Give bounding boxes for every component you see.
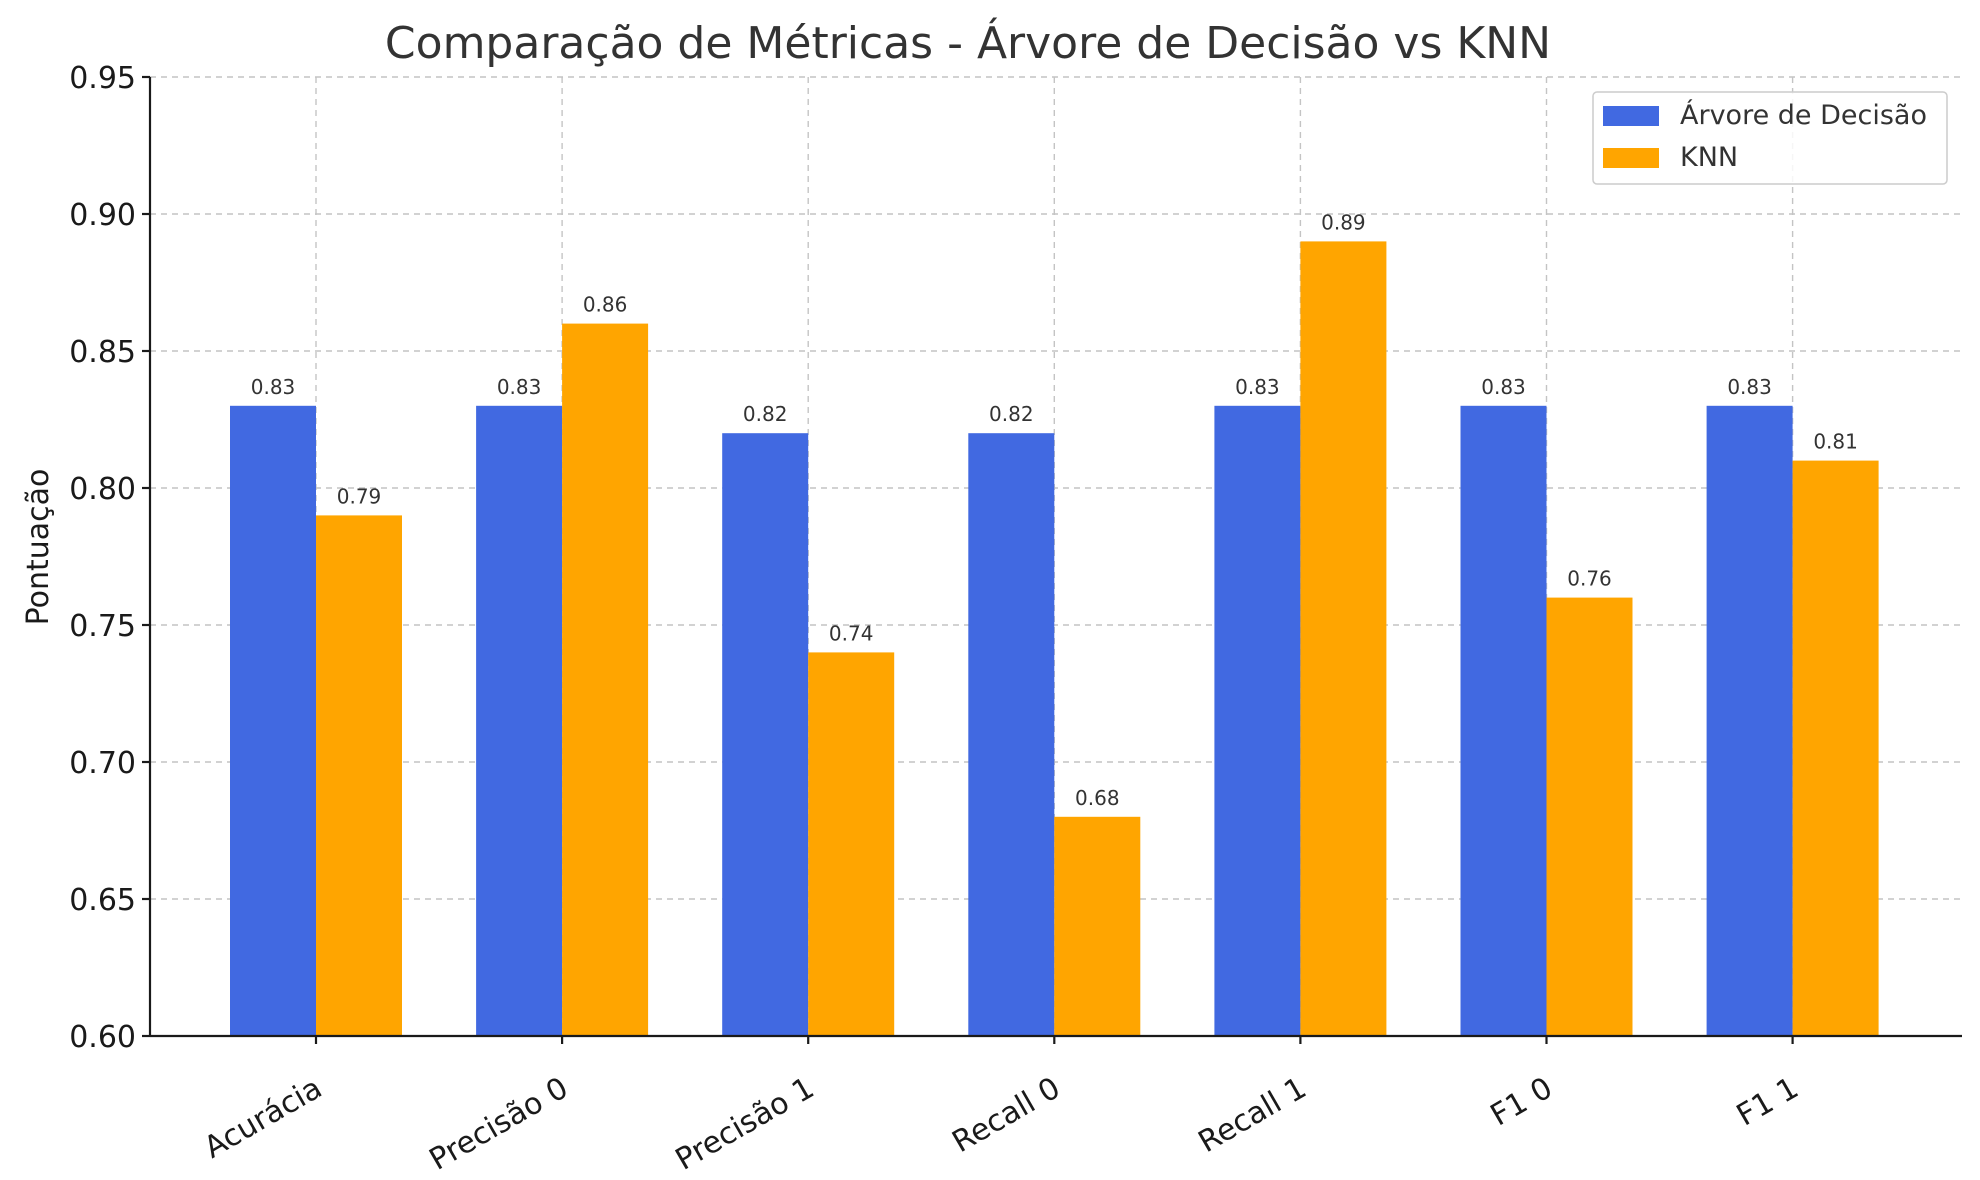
axes	[148, 77, 1962, 1038]
bar-knn	[1792, 460, 1879, 1037]
value-label-knn: 0.68	[1075, 786, 1120, 810]
value-label-arvore: 0.83	[251, 375, 296, 399]
legend-box	[1592, 91, 1948, 185]
chart-title: Comparação de Métricas - Árvore de Decis…	[385, 16, 1551, 69]
bar-arvore	[1214, 405, 1301, 1036]
value-label-arvore: 0.83	[1481, 375, 1526, 399]
value-label-arvore: 0.83	[1235, 375, 1280, 399]
bar-knn	[1300, 241, 1387, 1036]
legend-swatch-knn	[1603, 148, 1659, 168]
bar-knn	[1546, 597, 1633, 1036]
y-axis-label: Pontuação	[21, 469, 56, 626]
value-label-knn: 0.76	[1567, 567, 1612, 591]
value-label-knn: 0.81	[1813, 430, 1858, 454]
legend: Árvore de Decisão KNN	[1592, 91, 1948, 185]
grid-lines	[150, 76, 1962, 1036]
value-label-arvore: 0.82	[743, 402, 788, 426]
bar-knn	[1054, 816, 1141, 1036]
value-label-knn: 0.79	[337, 484, 382, 508]
y-tick-label: 0.80	[69, 472, 136, 507]
value-label-knn: 0.89	[1321, 210, 1366, 234]
y-tick-label: 0.75	[69, 609, 136, 644]
y-tick-label: 0.65	[69, 883, 136, 918]
y-tick-label: 0.60	[69, 1020, 136, 1055]
y-tick-labels: 0.60 0.65 0.70 0.75 0.80 0.85 0.90 0.95	[69, 61, 150, 1055]
legend-swatch-arvore	[1603, 106, 1659, 126]
legend-label-knn: KNN	[1680, 142, 1738, 173]
bar-arvore	[1460, 405, 1547, 1036]
value-label-knn: 0.86	[583, 293, 628, 317]
y-tick-label: 0.70	[69, 746, 136, 781]
y-tick-label: 0.90	[69, 198, 136, 233]
y-tick-label: 0.95	[69, 61, 136, 96]
bar-arvore	[1706, 405, 1793, 1036]
value-label-arvore: 0.82	[989, 402, 1034, 426]
bar-knn	[316, 515, 402, 1036]
legend-label-arvore: Árvore de Decisão	[1680, 99, 1927, 131]
bar-arvore	[230, 405, 316, 1036]
bar-knn	[562, 323, 649, 1037]
bar-arvore	[968, 433, 1055, 1036]
y-tick-label: 0.85	[69, 335, 136, 370]
value-label-arvore: 0.83	[1727, 375, 1772, 399]
value-labels: 0.83 0.79 0.83 0.86 0.82 0.74 0.82 0.68 0.83 0.89…	[251, 210, 1858, 809]
bar-arvore	[722, 433, 809, 1036]
value-label-knn: 0.74	[829, 621, 874, 645]
value-label-arvore: 0.83	[497, 375, 542, 399]
bar-arvore	[476, 405, 563, 1036]
bar-knn	[808, 652, 895, 1036]
bars	[230, 241, 1879, 1037]
